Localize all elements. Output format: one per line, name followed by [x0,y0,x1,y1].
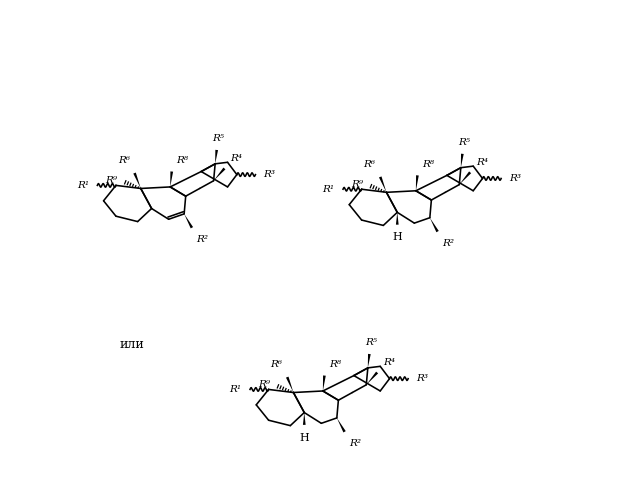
Text: R⁴: R⁴ [231,154,243,163]
Polygon shape [337,418,346,433]
Polygon shape [170,171,173,187]
Text: H: H [392,233,402,243]
Text: R⁹: R⁹ [258,380,270,389]
Text: R⁶: R⁶ [364,160,375,169]
Text: R³: R³ [416,374,428,383]
Polygon shape [323,375,326,391]
Polygon shape [286,377,294,393]
Text: R⁹: R⁹ [105,176,118,185]
Polygon shape [303,413,306,425]
Polygon shape [416,175,419,191]
Text: R²: R² [197,235,209,244]
Polygon shape [134,173,140,189]
Text: R²: R² [442,239,454,248]
Text: или: или [119,338,144,351]
Text: R⁴: R⁴ [383,358,396,367]
Polygon shape [430,218,438,232]
Text: R⁸: R⁸ [329,360,341,369]
Text: R⁶: R⁶ [118,156,130,165]
Text: R⁵: R⁵ [365,338,377,347]
Polygon shape [184,214,193,229]
Text: R⁴: R⁴ [476,158,488,167]
Polygon shape [215,150,218,164]
Polygon shape [379,177,386,192]
Text: R⁵: R⁵ [212,134,224,143]
Text: R⁹: R⁹ [351,180,363,189]
Text: R³: R³ [509,174,521,183]
Text: R¹: R¹ [323,185,335,194]
Text: R³: R³ [263,170,275,179]
Polygon shape [214,168,226,181]
Polygon shape [461,154,464,168]
Text: R¹: R¹ [77,181,89,190]
Text: R⁸: R⁸ [422,160,434,169]
Text: H: H [299,433,309,443]
Polygon shape [459,172,471,185]
Text: R⁵: R⁵ [458,138,470,147]
Polygon shape [396,213,399,225]
Polygon shape [368,354,370,368]
Polygon shape [366,372,378,385]
Text: R¹: R¹ [229,385,241,394]
Text: R⁸: R⁸ [176,156,188,165]
Text: R⁶: R⁶ [270,360,283,369]
Text: R²: R² [349,439,361,448]
